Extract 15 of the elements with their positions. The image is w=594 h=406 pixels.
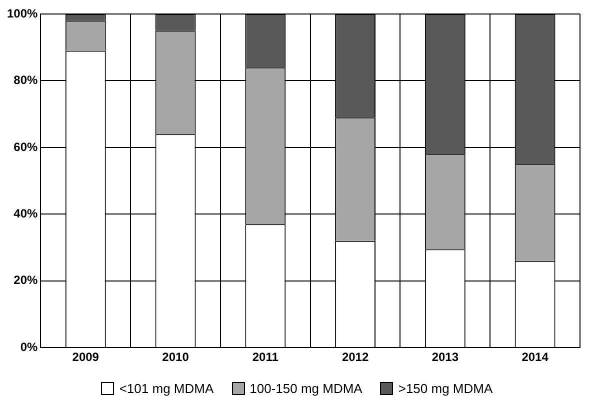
y-tick-label: 80% [14, 73, 38, 88]
y-tick-label: 20% [14, 273, 38, 288]
y-tick-label: 60% [14, 140, 38, 154]
y-tick-label: 100% [6, 6, 38, 20]
legend-label: >150 mg MDMA [398, 380, 493, 396]
x-tick-label: 2010 [162, 350, 190, 364]
legend-label: 100-150 mg MDMA [250, 380, 362, 396]
x-tick-label: 2014 [522, 350, 549, 364]
x-tick-label: 2012 [342, 350, 369, 364]
y-tick-label: 0% [20, 340, 38, 354]
y-tick-label: 40% [14, 206, 38, 220]
x-tick-label: 2013 [432, 350, 459, 364]
text: <101 mg MDMA [119, 380, 214, 396]
x-tick-label: 2011 [252, 350, 279, 364]
x-tick-label: 2009 [72, 350, 100, 364]
